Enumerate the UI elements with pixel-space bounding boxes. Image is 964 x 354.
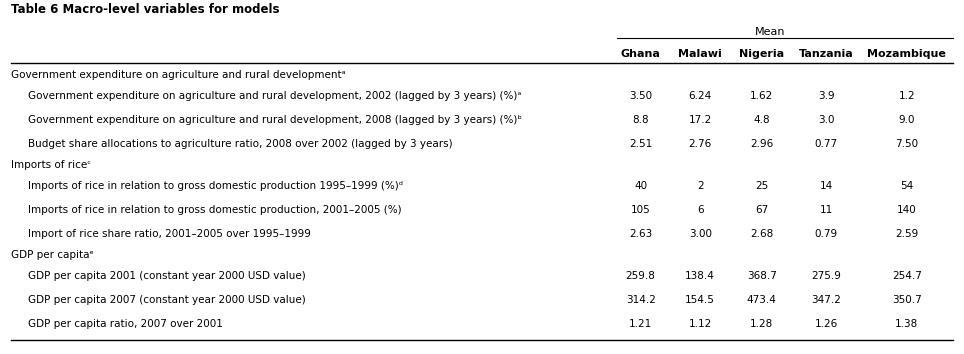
Text: 9.0: 9.0 bbox=[898, 115, 915, 125]
Text: 254.7: 254.7 bbox=[892, 271, 922, 281]
Text: Ghana: Ghana bbox=[621, 49, 660, 59]
Text: 14: 14 bbox=[819, 181, 833, 191]
Text: Government expenditure on agriculture and rural developmentᵃ: Government expenditure on agriculture an… bbox=[11, 70, 346, 80]
Text: 350.7: 350.7 bbox=[892, 295, 922, 305]
Text: GDP per capitaᵉ: GDP per capitaᵉ bbox=[11, 250, 94, 260]
Text: Imports of riceᶜ: Imports of riceᶜ bbox=[11, 160, 92, 170]
Text: 3.00: 3.00 bbox=[688, 229, 711, 239]
Text: 2.96: 2.96 bbox=[750, 139, 773, 149]
Text: Import of rice share ratio, 2001–2005 over 1995–1999: Import of rice share ratio, 2001–2005 ov… bbox=[28, 229, 311, 239]
Text: 7.50: 7.50 bbox=[896, 139, 919, 149]
Text: 275.9: 275.9 bbox=[811, 271, 841, 281]
Text: Budget share allocations to agriculture ratio, 2008 over 2002 (lagged by 3 years: Budget share allocations to agriculture … bbox=[28, 139, 453, 149]
Text: 8.8: 8.8 bbox=[632, 115, 649, 125]
Text: 2.51: 2.51 bbox=[629, 139, 653, 149]
Text: 6.24: 6.24 bbox=[688, 91, 711, 101]
Text: Government expenditure on agriculture and rural development, 2002 (lagged by 3 y: Government expenditure on agriculture an… bbox=[28, 91, 522, 101]
Text: 368.7: 368.7 bbox=[747, 271, 777, 281]
Text: Mozambique: Mozambique bbox=[868, 49, 947, 59]
Text: 3.9: 3.9 bbox=[817, 91, 835, 101]
Text: 0.79: 0.79 bbox=[815, 229, 838, 239]
Text: 2.59: 2.59 bbox=[896, 229, 919, 239]
Text: 1.26: 1.26 bbox=[815, 319, 838, 329]
Text: Government expenditure on agriculture and rural development, 2008 (lagged by 3 y: Government expenditure on agriculture an… bbox=[28, 115, 522, 125]
Text: GDP per capita 2001 (constant year 2000 USD value): GDP per capita 2001 (constant year 2000 … bbox=[28, 271, 306, 281]
Text: 25: 25 bbox=[755, 181, 768, 191]
Text: 1.62: 1.62 bbox=[750, 91, 773, 101]
Text: 1.38: 1.38 bbox=[896, 319, 919, 329]
Text: 2.63: 2.63 bbox=[629, 229, 653, 239]
Text: Nigeria: Nigeria bbox=[739, 49, 785, 59]
Text: 138.4: 138.4 bbox=[685, 271, 715, 281]
Text: 1.12: 1.12 bbox=[688, 319, 711, 329]
Text: 3.0: 3.0 bbox=[817, 115, 835, 125]
Text: Malawi: Malawi bbox=[679, 49, 722, 59]
Text: Imports of rice in relation to gross domestic production 1995–1999 (%)ᵈ: Imports of rice in relation to gross dom… bbox=[28, 181, 403, 191]
Text: GDP per capita 2007 (constant year 2000 USD value): GDP per capita 2007 (constant year 2000 … bbox=[28, 295, 306, 305]
Text: Tanzania: Tanzania bbox=[799, 49, 853, 59]
Text: 1.28: 1.28 bbox=[750, 319, 773, 329]
Text: 2.68: 2.68 bbox=[750, 229, 773, 239]
Text: 1.21: 1.21 bbox=[629, 319, 653, 329]
Text: 54: 54 bbox=[900, 181, 914, 191]
Text: Mean: Mean bbox=[755, 27, 786, 36]
Text: 473.4: 473.4 bbox=[747, 295, 777, 305]
Text: GDP per capita ratio, 2007 over 2001: GDP per capita ratio, 2007 over 2001 bbox=[28, 319, 224, 329]
Text: 259.8: 259.8 bbox=[626, 271, 656, 281]
Text: 140: 140 bbox=[897, 205, 917, 215]
Text: 3.50: 3.50 bbox=[629, 91, 653, 101]
Text: 105: 105 bbox=[630, 205, 651, 215]
Text: 17.2: 17.2 bbox=[688, 115, 711, 125]
Text: Imports of rice in relation to gross domestic production, 2001–2005 (%): Imports of rice in relation to gross dom… bbox=[28, 205, 402, 215]
Text: 0.77: 0.77 bbox=[815, 139, 838, 149]
Text: 347.2: 347.2 bbox=[811, 295, 841, 305]
Text: 154.5: 154.5 bbox=[685, 295, 715, 305]
Text: 6: 6 bbox=[697, 205, 704, 215]
Text: 40: 40 bbox=[634, 181, 647, 191]
Text: Table 6 Macro-level variables for models: Table 6 Macro-level variables for models bbox=[11, 3, 280, 16]
Text: 2: 2 bbox=[697, 181, 704, 191]
Text: 67: 67 bbox=[755, 205, 768, 215]
Text: 4.8: 4.8 bbox=[754, 115, 770, 125]
Text: 314.2: 314.2 bbox=[626, 295, 656, 305]
Text: 11: 11 bbox=[819, 205, 833, 215]
Text: 1.2: 1.2 bbox=[898, 91, 915, 101]
Text: 2.76: 2.76 bbox=[688, 139, 711, 149]
